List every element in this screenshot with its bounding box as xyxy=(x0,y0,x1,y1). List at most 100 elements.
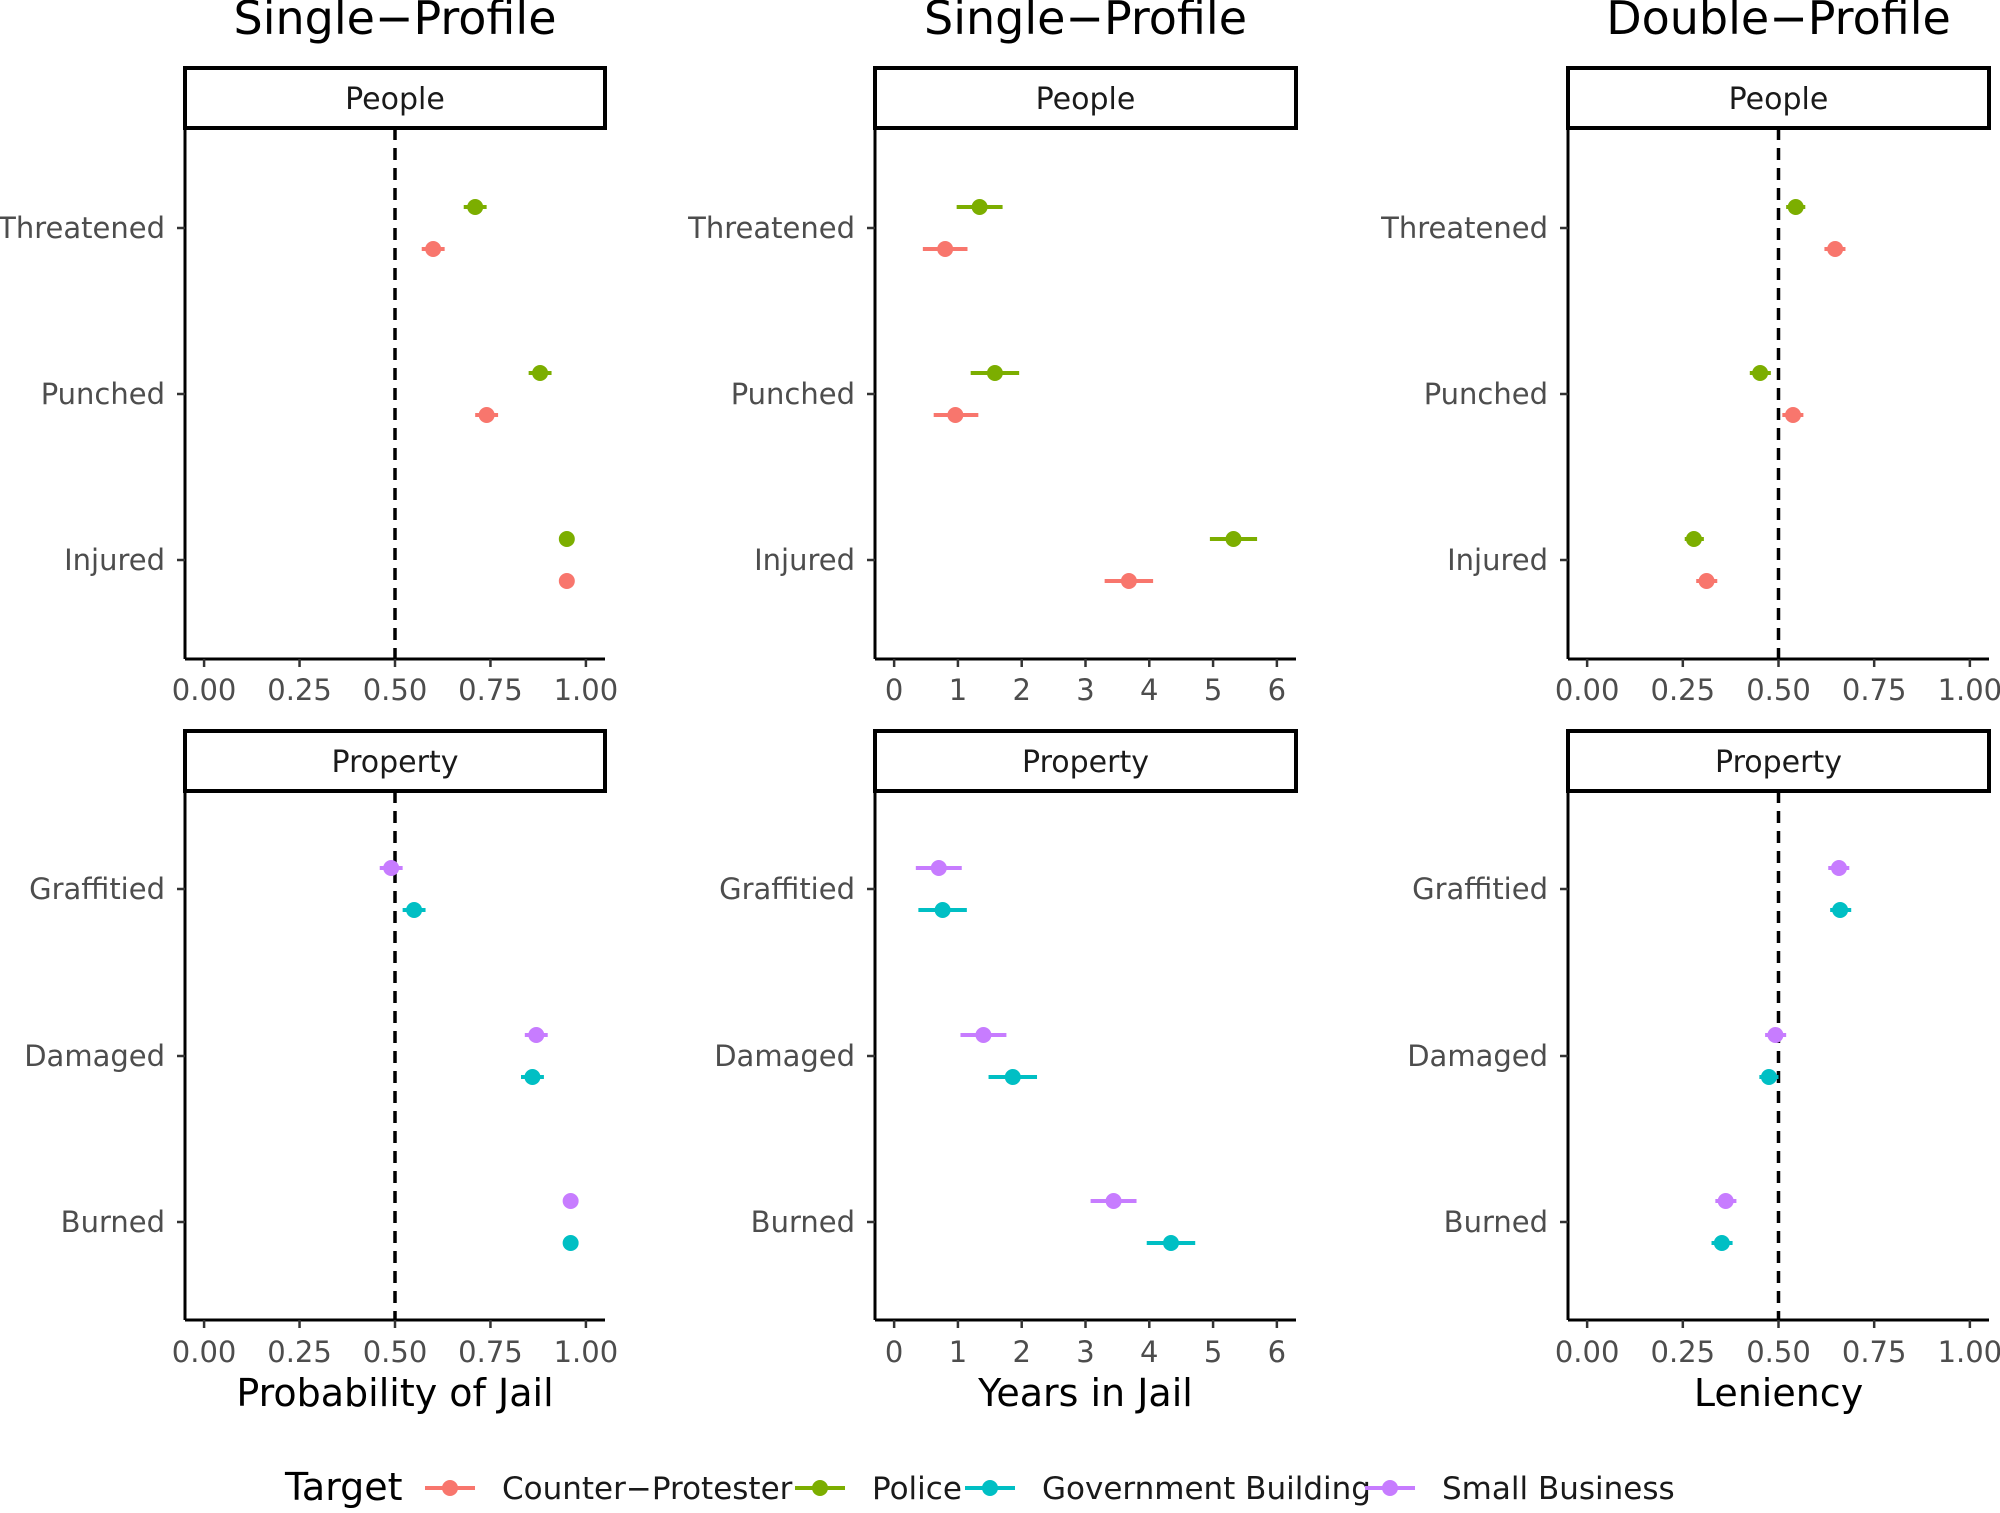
data-point xyxy=(1827,241,1844,257)
facet-panel-people: People 0 1 2 3 4 5 6 Threatened Punched Injured xyxy=(687,66,1298,707)
data-point xyxy=(1785,407,1802,423)
x-tick-label: 3 xyxy=(1076,1335,1094,1369)
x-tick-label: 5 xyxy=(1204,673,1222,707)
facet-panel-people: People 0.00 0.25 0.50 0.75 1.00 Threatened Punc… xyxy=(0,66,619,707)
data-point xyxy=(1787,199,1804,215)
y-tick-label: Injured xyxy=(64,543,165,577)
x-tick-label: 0.50 xyxy=(363,1335,428,1369)
data-point xyxy=(986,365,1003,381)
data-point xyxy=(425,241,442,257)
facet-strip-label: Property xyxy=(1715,745,1842,780)
column-title: Double−Profile xyxy=(1606,0,1951,45)
x-tick-label: 0.25 xyxy=(1651,1335,1716,1369)
legend-title: Target xyxy=(284,1465,403,1509)
y-tick-label: Burned xyxy=(61,1205,165,1239)
x-tick-label: 6 xyxy=(1268,1335,1286,1369)
facet-strip-label: People xyxy=(1729,82,1829,117)
legend-label: Small Business xyxy=(1442,1471,1675,1507)
y-tick-label: Graffitied xyxy=(29,872,165,906)
x-tick-label: 4 xyxy=(1140,673,1158,707)
y-tick-label: Damaged xyxy=(1407,1039,1548,1073)
facet-strip-label: People xyxy=(1036,82,1136,117)
data-point xyxy=(562,1193,579,1209)
x-axis-title: Probability of Jail xyxy=(236,1371,553,1415)
data-point xyxy=(1752,365,1769,381)
column-title: Single−Profile xyxy=(234,0,557,45)
x-tick-label: 0.00 xyxy=(172,673,237,707)
data-point xyxy=(947,407,964,423)
x-tick-label: 1.00 xyxy=(1938,673,2000,707)
data-point xyxy=(406,902,423,918)
data-point xyxy=(975,1027,992,1043)
y-tick-label: Injured xyxy=(1447,543,1548,577)
x-tick-label: 0.75 xyxy=(1842,1335,1907,1369)
data-point xyxy=(1685,531,1702,547)
y-tick-label: Graffitied xyxy=(1412,872,1548,906)
y-tick-label: Damaged xyxy=(714,1039,855,1073)
x-tick-label: 1 xyxy=(949,673,967,707)
x-tick-label: 0.75 xyxy=(1842,673,1907,707)
x-tick-label: 6 xyxy=(1268,673,1286,707)
y-tick-label: Injured xyxy=(754,543,855,577)
legend-key-point xyxy=(812,1480,828,1496)
x-axis-title: Leniency xyxy=(1694,1371,1863,1415)
facet-strip-label: Property xyxy=(1022,745,1149,780)
data-point xyxy=(1225,531,1242,547)
y-tick-label: Punched xyxy=(731,377,855,411)
data-point xyxy=(467,199,484,215)
x-tick-label: 5 xyxy=(1204,1335,1222,1369)
data-point xyxy=(1120,573,1137,589)
facet-strip xyxy=(183,66,607,130)
x-axis-title: Years in Jail xyxy=(977,1371,1193,1415)
x-tick-label: 0.50 xyxy=(1746,673,1811,707)
legend-key-point xyxy=(1382,1480,1398,1496)
column-title: Single−Profile xyxy=(924,0,1247,45)
facet-strip-label: People xyxy=(345,82,445,117)
facet-panel-property: Property 0 1 2 3 4 5 6 Graffitied Damaged Burned xyxy=(714,729,1298,1369)
facet-strip xyxy=(1566,66,1991,130)
facet-strip xyxy=(873,66,1298,130)
data-point xyxy=(1004,1069,1021,1085)
facet-panel-property: Property 0.00 0.25 0.50 0.75 1.00 Graffitied Da… xyxy=(1407,729,2000,1369)
facet-strip xyxy=(873,729,1298,793)
data-point xyxy=(562,1235,579,1251)
x-tick-label: 0.25 xyxy=(1651,673,1716,707)
x-tick-label: 0.00 xyxy=(1555,673,1620,707)
x-tick-label: 0.75 xyxy=(458,1335,523,1369)
data-point xyxy=(1830,860,1847,876)
data-point xyxy=(971,199,988,215)
facet-panel-property: Property 0.00 0.25 0.50 0.75 1.00 Graffitied Da… xyxy=(24,729,618,1369)
legend-label: Government Building xyxy=(1042,1471,1371,1507)
x-tick-label: 0.75 xyxy=(458,673,523,707)
data-point xyxy=(528,1027,545,1043)
data-point xyxy=(930,860,947,876)
facet-strip xyxy=(1566,729,1991,793)
data-point xyxy=(532,365,549,381)
x-tick-label: 1.00 xyxy=(554,673,619,707)
legend-label: Police xyxy=(872,1471,962,1507)
data-point xyxy=(1162,1235,1179,1251)
legend-key-point xyxy=(982,1480,998,1496)
y-tick-label: Burned xyxy=(751,1205,855,1239)
data-point xyxy=(1832,902,1849,918)
data-point xyxy=(558,531,575,547)
y-tick-label: Threatened xyxy=(0,211,165,245)
x-tick-label: 0 xyxy=(885,1335,903,1369)
x-tick-label: 0.50 xyxy=(363,673,428,707)
y-tick-label: Burned xyxy=(1444,1205,1548,1239)
facet-strip xyxy=(183,729,607,793)
facet-panel-people: People 0.00 0.25 0.50 0.75 1.00 Threatened Punc… xyxy=(1380,66,2000,707)
data-point xyxy=(524,1069,541,1085)
x-tick-label: 3 xyxy=(1076,673,1094,707)
legend-key-point xyxy=(442,1480,458,1496)
data-point xyxy=(478,407,495,423)
data-point xyxy=(1760,1069,1777,1085)
x-tick-label: 0.00 xyxy=(172,1335,237,1369)
facet-strip-label: Property xyxy=(332,745,459,780)
data-point xyxy=(1717,1193,1734,1209)
legend-label: Counter−Protester xyxy=(502,1471,793,1507)
x-tick-label: 0.25 xyxy=(267,1335,332,1369)
x-tick-label: 0.25 xyxy=(267,673,332,707)
y-tick-label: Threatened xyxy=(1380,211,1548,245)
